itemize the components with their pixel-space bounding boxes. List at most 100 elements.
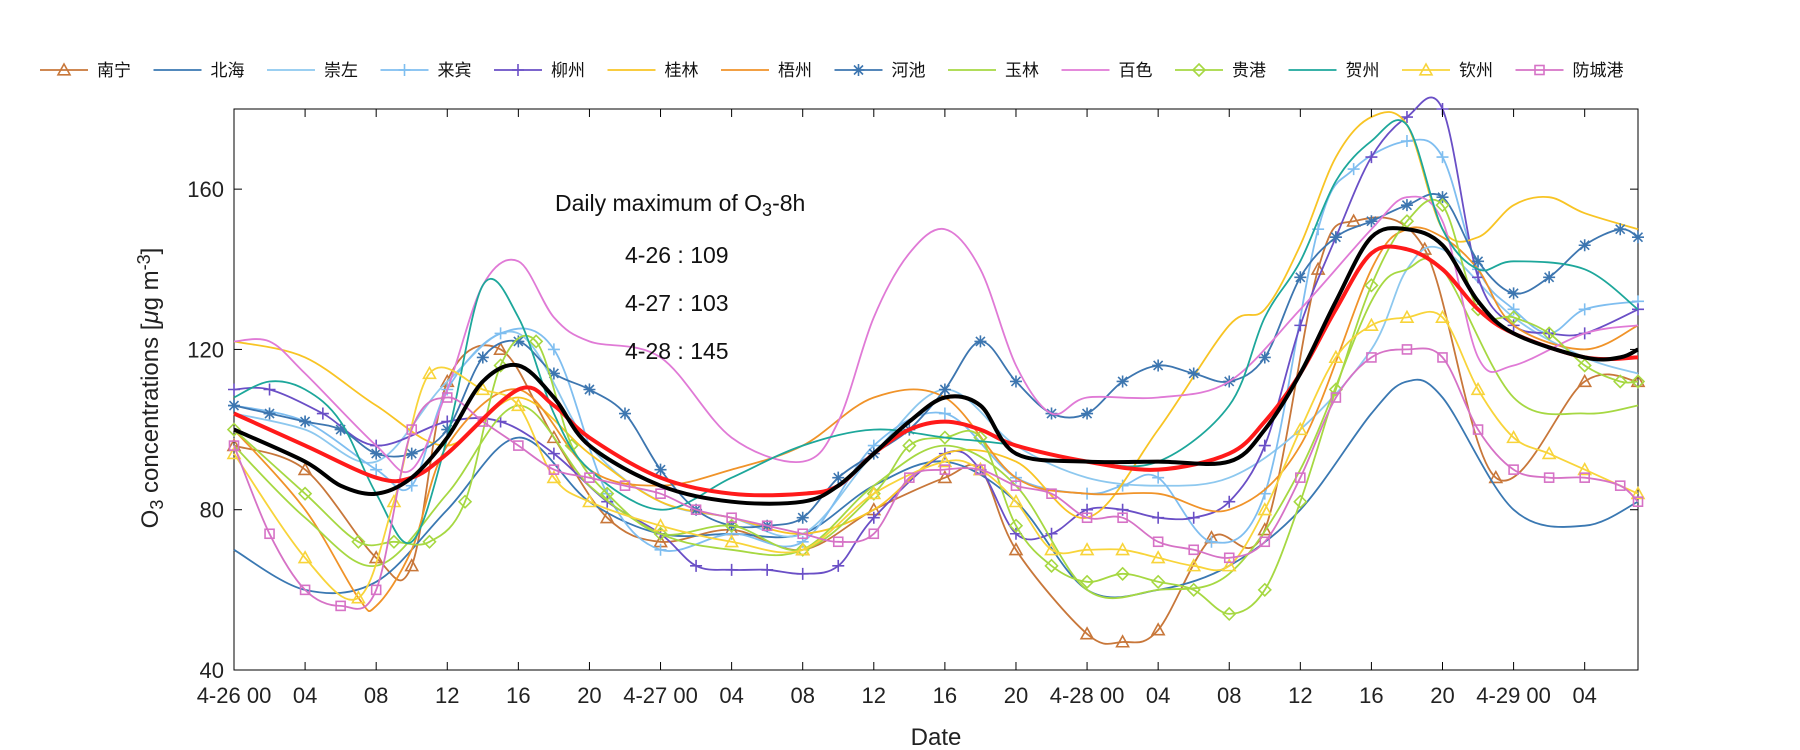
station-7-marker [974,335,987,348]
station-0-marker [1488,470,1504,484]
station-3-marker [547,343,560,356]
station-13-marker [1543,472,1555,483]
legend-label: 防城港 [1573,61,1624,81]
station-7-marker [1009,375,1022,388]
station-13-marker [832,536,844,548]
station-12-marker [1044,542,1059,556]
chart-legend: 南宁 北海 崇左 来宾 柳州 桂林 梧州 河池 玉林 百色 贵港 贺州 钦州 防城港 [40,61,1624,81]
x-tick-label-19: 04 [1572,683,1596,708]
legend-marker [852,64,865,76]
station-0-marker [493,341,508,356]
station-7-marker [1294,271,1307,284]
station-13-marker [1366,352,1377,363]
station-13-marker [975,464,986,475]
station-7-marker [1081,407,1094,420]
station-13-marker [619,480,631,491]
station-4-marker [690,559,703,572]
legend-item-0: 南宁 [40,61,131,81]
station-3-marker [1400,135,1413,148]
legend-label: 崇左 [324,61,358,81]
station-3-marker [938,407,951,420]
series-mean-red [233,244,1639,498]
legend-item-7: 河池 [834,61,926,81]
station-4-marker [761,563,774,576]
station-7-marker [1632,231,1644,244]
station-13-marker [690,504,702,516]
station-12-marker [795,542,811,556]
station-12-marker [1186,558,1202,572]
station-4-marker [547,447,560,460]
legend-item-9: 百色 [1061,61,1153,81]
station-7-marker [228,399,240,412]
station-10-marker [457,494,473,509]
station-4-marker [228,383,240,396]
station-13-marker [1223,552,1235,564]
station-4-marker [1258,439,1271,452]
station-4-marker [867,511,880,524]
station-12-marker [351,590,366,604]
station-13-marker [1117,512,1128,524]
station-4-marker [1472,271,1485,284]
station-13-marker [370,584,382,596]
station-3-marker [405,479,418,492]
station-7-marker [405,447,418,460]
station-13-marker [513,440,524,451]
station-13-marker [726,512,737,524]
station-3-marker [1436,151,1449,164]
x-axis-label: Date [911,724,962,750]
station-0-marker [1310,261,1326,275]
x-tick-label-12: 4-28 00 [1050,683,1125,708]
legend-item-5: 桂林 [607,61,699,81]
station-7-marker [1507,287,1520,300]
station-12-marker [1630,486,1646,500]
station-10-marker [1293,494,1308,509]
x-tick-label-14: 08 [1217,683,1241,708]
station-4-marker [263,383,276,396]
station-12-marker [546,470,562,484]
station-13-marker [1508,464,1519,475]
station-0-marker [297,461,313,476]
station-10-marker [493,358,508,373]
series-station-6 [233,226,1639,612]
station-0-marker [1257,522,1273,536]
x-tick-label-5: 20 [577,683,601,708]
legend-item-2: 崇左 [267,61,358,81]
station-10-marker [226,422,242,437]
legend-label: 柳州 [551,61,585,81]
legend-label: 南宁 [97,61,131,81]
station-11-line [233,119,1639,545]
station-13-marker [904,472,915,483]
station-13-marker [228,440,240,451]
station-12-marker [1399,309,1415,323]
station-13-marker [655,488,666,499]
series-mean-black [233,225,1639,506]
y-tick-label-40: 40 [200,658,224,683]
station-10-marker [1186,582,1201,597]
series-station-8 [233,257,1639,600]
station-7-marker [1329,231,1342,244]
station-10-marker [1613,374,1628,389]
station-0-marker [404,558,420,572]
station-10-marker [351,534,366,549]
station-13-marker [1579,472,1590,483]
x-tick-label-7: 04 [719,683,743,708]
station-13-marker [441,392,453,403]
legend-marker [512,64,524,76]
station-3-marker [654,543,667,556]
station-13-marker [1046,488,1057,499]
station-7-marker [370,447,383,460]
legend-label: 河池 [892,61,926,81]
station-4-marker [725,563,738,576]
station-10-marker [422,534,437,549]
x-tick-label-3: 12 [435,683,459,708]
annotation-line-2: 4-27 : 103 [625,290,729,316]
station-10-marker [937,430,953,445]
station-13-marker [1330,392,1342,403]
legend-item-4: 柳州 [494,61,585,81]
station-0-marker [1008,542,1024,556]
x-tick-label-9: 12 [862,683,886,708]
station-7-marker [1400,199,1413,212]
x-tick-label-16: 16 [1359,683,1383,708]
station-13-marker [406,424,418,435]
station-4-marker [1152,511,1165,524]
